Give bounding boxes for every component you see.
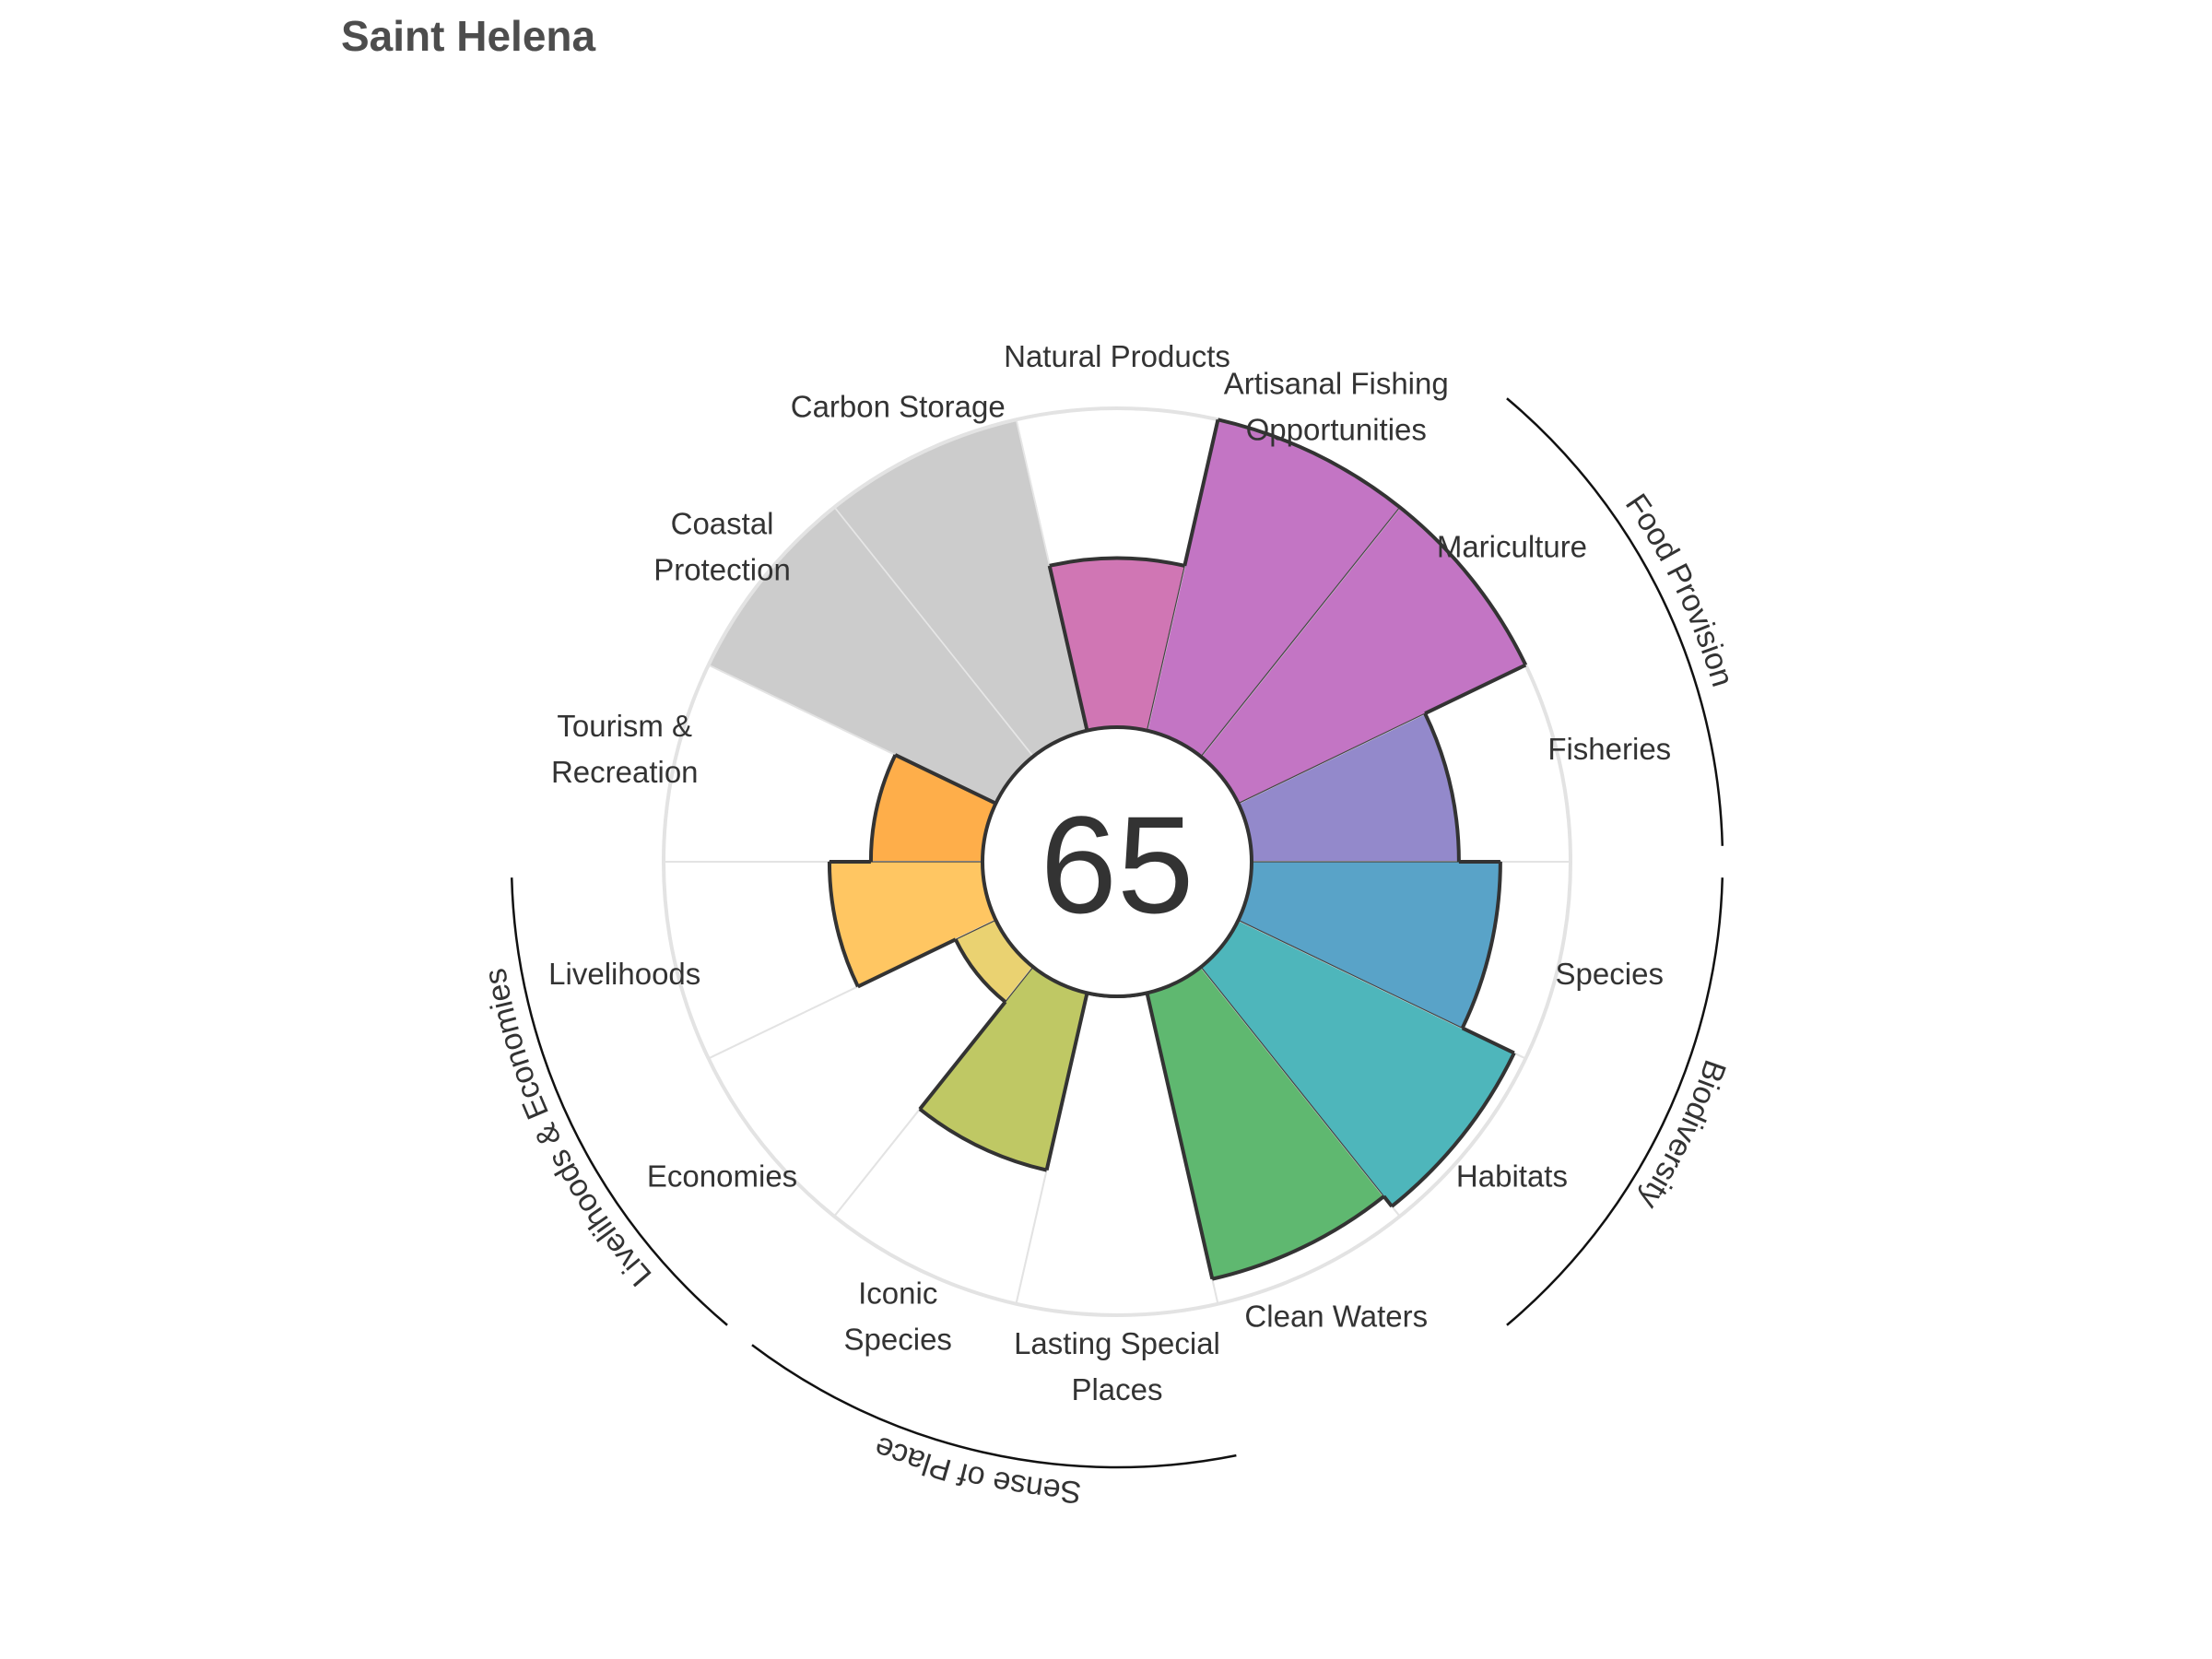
petal-label-clean-waters: Clean Waters — [1244, 1300, 1428, 1334]
group-label-food-provision: Food Provision — [1618, 488, 1740, 690]
label-layer: Fisheries Mariculture Artisanal Fishing Opp… — [548, 339, 1671, 1406]
outline-layer — [662, 406, 1572, 1317]
petal-label-lasting-special-places: Lasting Special Places — [1014, 1326, 1220, 1406]
group-arc-biodiversity — [1506, 877, 1724, 1326]
petal-label-mariculture: Mariculture — [1437, 529, 1587, 563]
petal-label-habitats: Habitats — [1456, 1159, 1568, 1194]
petal-label-iconic-species: Iconic Species — [844, 1277, 952, 1357]
group-arc-food-provision — [1506, 397, 1724, 846]
petal-label-livelihoods: Livelihoods — [548, 957, 700, 991]
group-arc-livelihoods-and-economies — [510, 877, 728, 1326]
center-layer: 65 — [981, 725, 1253, 998]
petal-label-species: Species — [1556, 957, 1664, 991]
group-label-livelihoods-and-economies: Livelihoods & Economies — [477, 966, 658, 1293]
petal-label-natural-products: Natural Products — [1004, 339, 1230, 373]
petal-label-coastal-protection: Coastal Protection — [653, 506, 791, 586]
score-outline — [827, 418, 1528, 1281]
outer-ring — [662, 406, 1572, 1317]
group-arc-sense-of-place — [751, 1344, 1237, 1469]
petal-label-artisanal-fishing-opportunities: Artisanal Fishing Opportunities — [1224, 366, 1449, 446]
petal-label-tourism-and-recreation: Tourism & Recreation — [551, 709, 699, 789]
chart-title: Saint Helena — [341, 12, 596, 60]
center-circle — [981, 725, 1253, 998]
petal-label-economies: Economies — [647, 1159, 797, 1194]
petal-label-fisheries: Fisheries — [1547, 732, 1671, 766]
group-label-sense-of-place: Sense of Place — [869, 1429, 1082, 1509]
center-score: 65 — [1041, 787, 1194, 942]
petal-label-carbon-storage: Carbon Storage — [791, 389, 1006, 423]
